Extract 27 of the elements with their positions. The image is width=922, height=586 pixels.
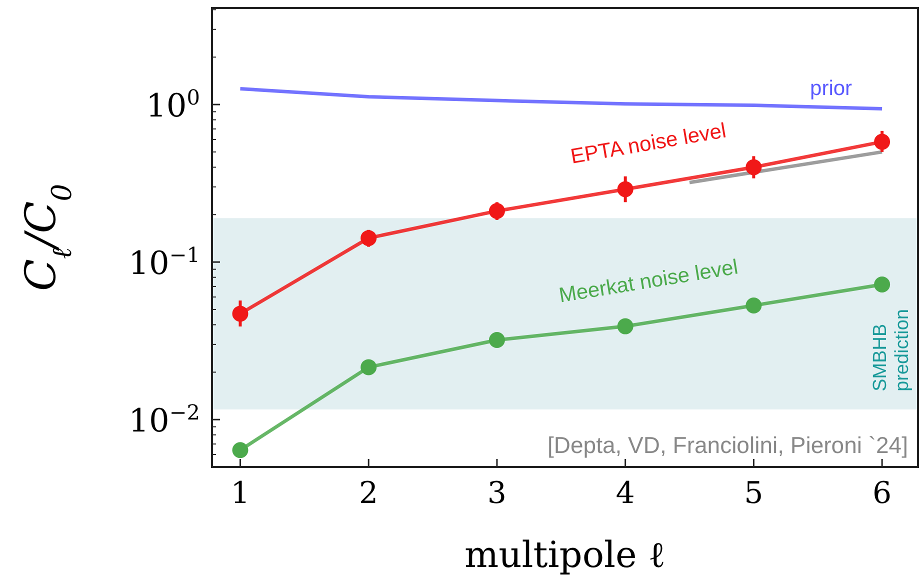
text: Meerkat noise level bbox=[557, 256, 740, 308]
x-tick-label: 1 bbox=[230, 476, 250, 511]
x-tick-label: 4 bbox=[616, 476, 635, 511]
x-tick-label: 3 bbox=[487, 476, 507, 511]
x-tick-label: 5 bbox=[744, 476, 764, 511]
text: EPTA noise level bbox=[569, 119, 728, 168]
point bbox=[746, 297, 762, 314]
point bbox=[617, 318, 634, 334]
series-label: prior bbox=[810, 76, 852, 100]
point bbox=[488, 332, 505, 348]
point bbox=[232, 306, 248, 322]
band-label: SMBHB prediction bbox=[870, 309, 913, 392]
x-tick-label: 2 bbox=[359, 476, 378, 511]
point bbox=[360, 230, 377, 246]
point bbox=[746, 159, 762, 176]
point bbox=[874, 134, 890, 150]
point bbox=[874, 276, 890, 293]
point bbox=[232, 442, 248, 458]
x-tick-label: 6 bbox=[872, 476, 892, 511]
annotation: [Depta, VD, Franciolini, Pieroni `24] bbox=[548, 432, 908, 458]
y-tick-label: 10$^{0}$ bbox=[146, 86, 200, 125]
x-axis-title: multipole ℓ bbox=[464, 535, 666, 576]
point bbox=[360, 359, 377, 376]
y-tick-label: 10$^{−1}$ bbox=[128, 243, 200, 282]
point bbox=[617, 181, 634, 198]
y-tick-label: 10$^{−2}$ bbox=[128, 400, 200, 440]
point bbox=[488, 202, 505, 219]
